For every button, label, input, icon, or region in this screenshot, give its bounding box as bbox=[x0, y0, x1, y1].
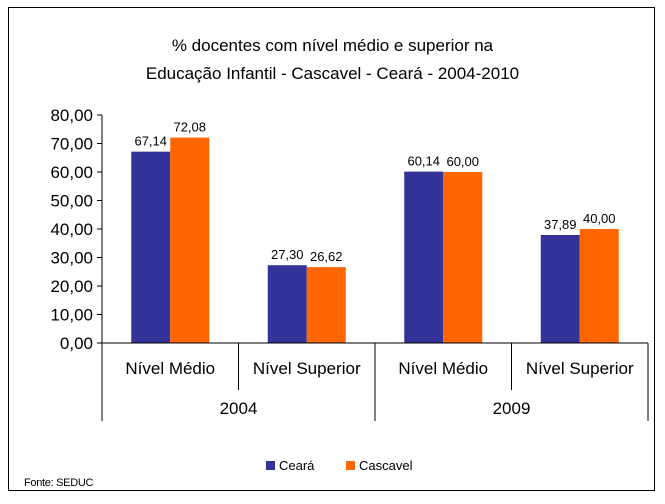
bar-cascavel bbox=[443, 172, 483, 343]
legend-label-cascavel: Cascavel bbox=[359, 458, 413, 473]
x-category-label: Nível Médio bbox=[398, 359, 488, 378]
chart-title-line2: Educação Infantil - Cascavel - Ceará - 2… bbox=[145, 64, 520, 83]
bar-ceara bbox=[540, 235, 580, 343]
y-tick-label: 30,00 bbox=[50, 249, 93, 268]
bar-ceara bbox=[131, 151, 171, 343]
data-label: 27,30 bbox=[271, 247, 304, 262]
y-tick-label: 0,00 bbox=[60, 334, 93, 353]
y-tick-label: 60,00 bbox=[50, 163, 93, 182]
legend-swatch-cascavel bbox=[346, 461, 355, 470]
x-category-label: Nível Superior bbox=[253, 359, 361, 378]
bar-cascavel bbox=[306, 267, 346, 343]
chart-title-line1: % docentes com nível médio e superior na bbox=[171, 36, 494, 55]
data-label: 60,14 bbox=[407, 154, 440, 169]
data-label: 72,08 bbox=[173, 120, 206, 135]
legend-item-cascavel: Cascavel bbox=[346, 458, 412, 473]
legend-item-ceara: Ceará bbox=[266, 458, 314, 473]
source-note: Fonte: SEDUC bbox=[24, 477, 94, 489]
y-tick-label: 70,00 bbox=[50, 135, 93, 154]
data-label: 37,89 bbox=[544, 217, 577, 232]
bar-ceara bbox=[267, 265, 307, 343]
legend-swatch-ceara bbox=[266, 461, 275, 470]
y-tick-label: 40,00 bbox=[50, 220, 93, 239]
data-label: 40,00 bbox=[583, 211, 616, 226]
bar-ceara bbox=[404, 171, 444, 343]
x-category-label: Nível Médio bbox=[125, 359, 215, 378]
y-tick-label: 50,00 bbox=[50, 192, 93, 211]
legend-label-ceara: Ceará bbox=[279, 458, 315, 473]
y-tick-label: 80,00 bbox=[50, 106, 93, 125]
y-tick-label: 10,00 bbox=[50, 306, 93, 325]
x-category-label: Nível Superior bbox=[526, 359, 634, 378]
y-tick-label: 20,00 bbox=[50, 277, 93, 296]
data-label: 67,14 bbox=[134, 134, 167, 149]
bar-cascavel bbox=[579, 229, 619, 343]
data-label: 26,62 bbox=[310, 249, 343, 264]
bar-cascavel bbox=[170, 137, 210, 343]
data-label: 60,00 bbox=[446, 154, 479, 169]
x-group-label: 2004 bbox=[220, 399, 258, 418]
x-group-label: 2009 bbox=[493, 399, 531, 418]
